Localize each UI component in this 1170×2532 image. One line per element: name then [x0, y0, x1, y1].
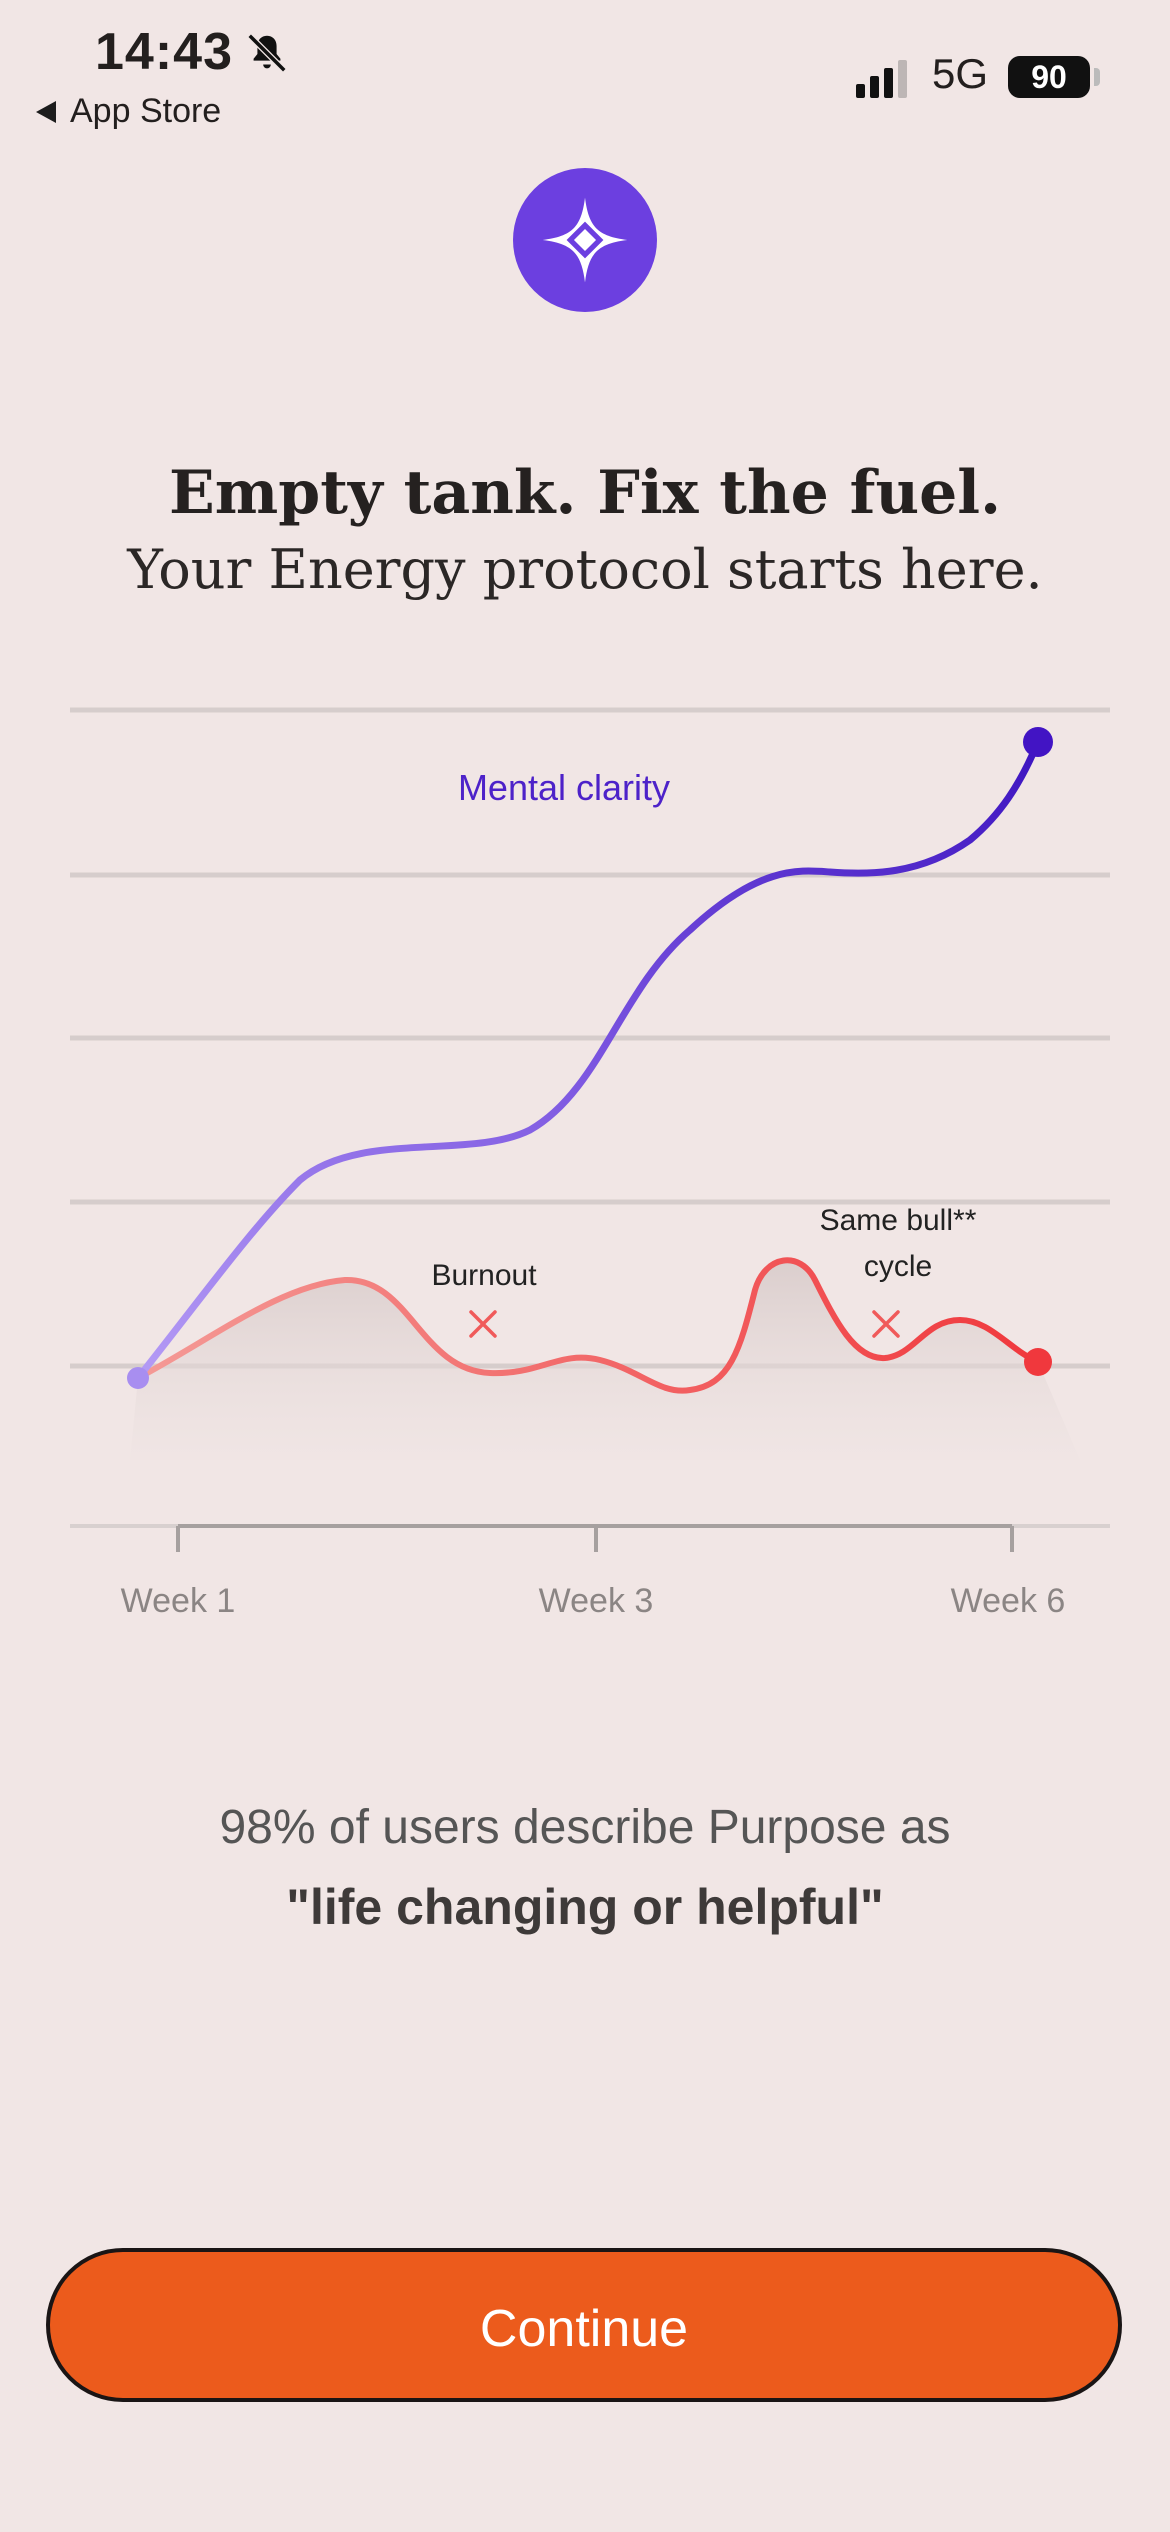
network-type: 5G — [932, 50, 989, 97]
baseline-area — [130, 1260, 1080, 1460]
page-subtitle: Your Energy protocol starts here. — [127, 538, 1043, 601]
annotation-same-cycle-line1: Same bull** — [820, 1204, 977, 1237]
purpose-logo — [513, 168, 657, 312]
annotation-same-cycle-line2: cycle — [864, 1250, 932, 1283]
x-mark-icon — [872, 1310, 900, 1338]
energy-chart: Week 1 Week 3 Week 6 Mental clarity Burn… — [70, 707, 1110, 1620]
x-tick-label: Week 1 — [121, 1582, 236, 1620]
cellular-signal-icon — [856, 60, 907, 98]
continue-button[interactable]: Continue — [46, 2248, 1122, 2402]
battery-icon: 90 — [1008, 56, 1090, 98]
baseline-series-line — [135, 1257, 1041, 1394]
x-tick-label: Week 3 — [539, 1582, 654, 1620]
back-label: App Store — [70, 92, 222, 130]
annotation-burnout: Burnout — [431, 1259, 537, 1292]
legend-label: Mental clarity — [458, 767, 670, 808]
back-arrow-icon — [36, 100, 56, 123]
sparkle-icon — [542, 197, 628, 283]
status-time: 14:43 — [95, 23, 233, 81]
baseline-end-point — [1024, 1348, 1052, 1376]
silent-bell-icon — [247, 33, 287, 73]
back-to-app-store[interactable]: App Store — [36, 92, 221, 131]
legend: Mental clarity — [458, 767, 923, 808]
stat-line-2: "life changing or helpful" — [286, 1879, 884, 1935]
battery-tip — [1094, 68, 1100, 86]
x-axis: Week 1 Week 3 Week 6 — [70, 1524, 1110, 1620]
mental-clarity-end-point — [1023, 727, 1053, 757]
start-point — [127, 1367, 149, 1389]
x-tick-label: Week 6 — [951, 1582, 1066, 1620]
stat-line-1: 98% of users describe Purpose as — [219, 1801, 951, 1854]
x-mark-icon — [469, 1310, 497, 1338]
page-title: Empty tank. Fix the fuel. — [169, 458, 1001, 528]
mental-clarity-line — [134, 738, 1042, 1382]
